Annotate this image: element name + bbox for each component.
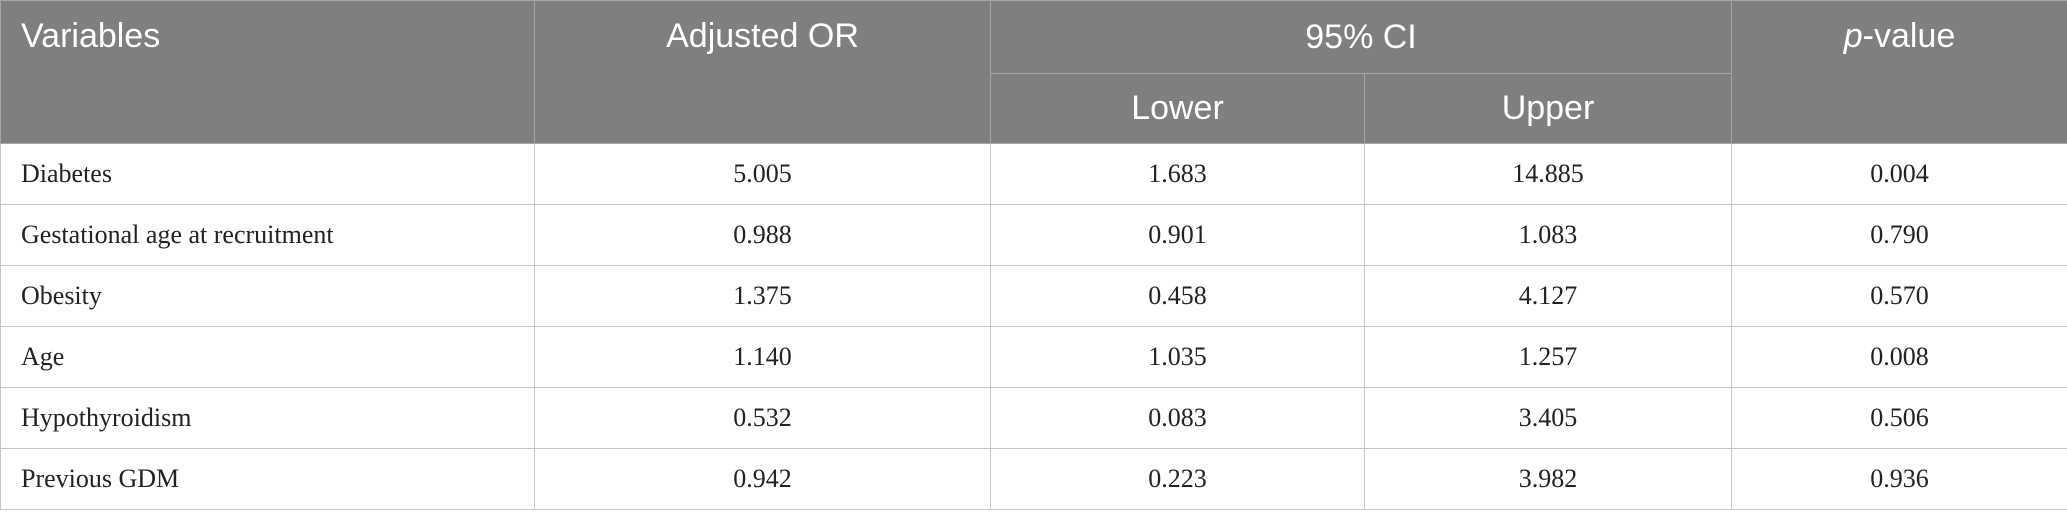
table-cell: 0.008: [1731, 326, 2067, 388]
table-cell: 0.458: [990, 265, 1365, 327]
table-cell: 0.942: [534, 448, 991, 510]
header-italic: p: [1843, 17, 1863, 55]
header-text: -value: [1862, 17, 1956, 55]
table-cell: 0.570: [1731, 265, 2067, 327]
table-body: Diabetes 5.005 1.683 14.885 0.004 Gestational…: [0, 143, 2067, 510]
table-cell: 1.083: [1364, 204, 1732, 266]
table-cell: 14.885: [1364, 143, 1732, 205]
table-cell: 1.035: [990, 326, 1365, 388]
table-row: Age 1.140 1.035 1.257 0.008: [0, 326, 2067, 388]
header-cell: p-value: [1731, 0, 2067, 144]
table-cell: Previous GDM: [0, 448, 535, 510]
table-row: Hypothyroidism 0.532 0.083 3.405 0.506: [0, 387, 2067, 449]
results-table: Variables Adjusted OR 95% CI p-value Low…: [0, 0, 2067, 510]
table-cell: 0.901: [990, 204, 1365, 266]
table-row: Diabetes 5.005 1.683 14.885 0.004: [0, 143, 2067, 205]
table-cell: 3.405: [1364, 387, 1732, 449]
header-cell: Adjusted OR: [534, 0, 991, 144]
header-cell: Upper: [1364, 73, 1732, 144]
table-row: Obesity 1.375 0.458 4.127 0.570: [0, 265, 2067, 327]
table-header: Variables Adjusted OR 95% CI p-value Low…: [0, 0, 2067, 144]
table-cell: 0.004: [1731, 143, 2067, 205]
table-cell: Hypothyroidism: [0, 387, 535, 449]
table-cell: Obesity: [0, 265, 535, 327]
table-row: Gestational age at recruitment 0.988 0.901…: [0, 204, 2067, 266]
table-cell: 0.223: [990, 448, 1365, 510]
table-cell: 0.506: [1731, 387, 2067, 449]
table-row: Previous GDM 0.942 0.223 3.982 0.936: [0, 448, 2067, 510]
table-cell: Age: [0, 326, 535, 388]
table-cell: Diabetes: [0, 143, 535, 205]
table-cell: 1.140: [534, 326, 991, 388]
header-cell: Variables: [0, 0, 535, 144]
table-cell: 1.257: [1364, 326, 1732, 388]
table-cell: 4.127: [1364, 265, 1732, 327]
table-cell: Gestational age at recruitment: [0, 204, 535, 266]
table-cell: 3.982: [1364, 448, 1732, 510]
table-cell: 0.936: [1731, 448, 2067, 510]
table-cell: 0.083: [990, 387, 1365, 449]
table-cell: 0.532: [534, 387, 991, 449]
table-cell: 0.790: [1731, 204, 2067, 266]
table-cell: 0.988: [534, 204, 991, 266]
table-cell: 1.375: [534, 265, 991, 327]
header-cell: 95% CI: [990, 0, 1732, 74]
header-cell: Lower: [990, 73, 1365, 144]
table-cell: 5.005: [534, 143, 991, 205]
table-cell: 1.683: [990, 143, 1365, 205]
